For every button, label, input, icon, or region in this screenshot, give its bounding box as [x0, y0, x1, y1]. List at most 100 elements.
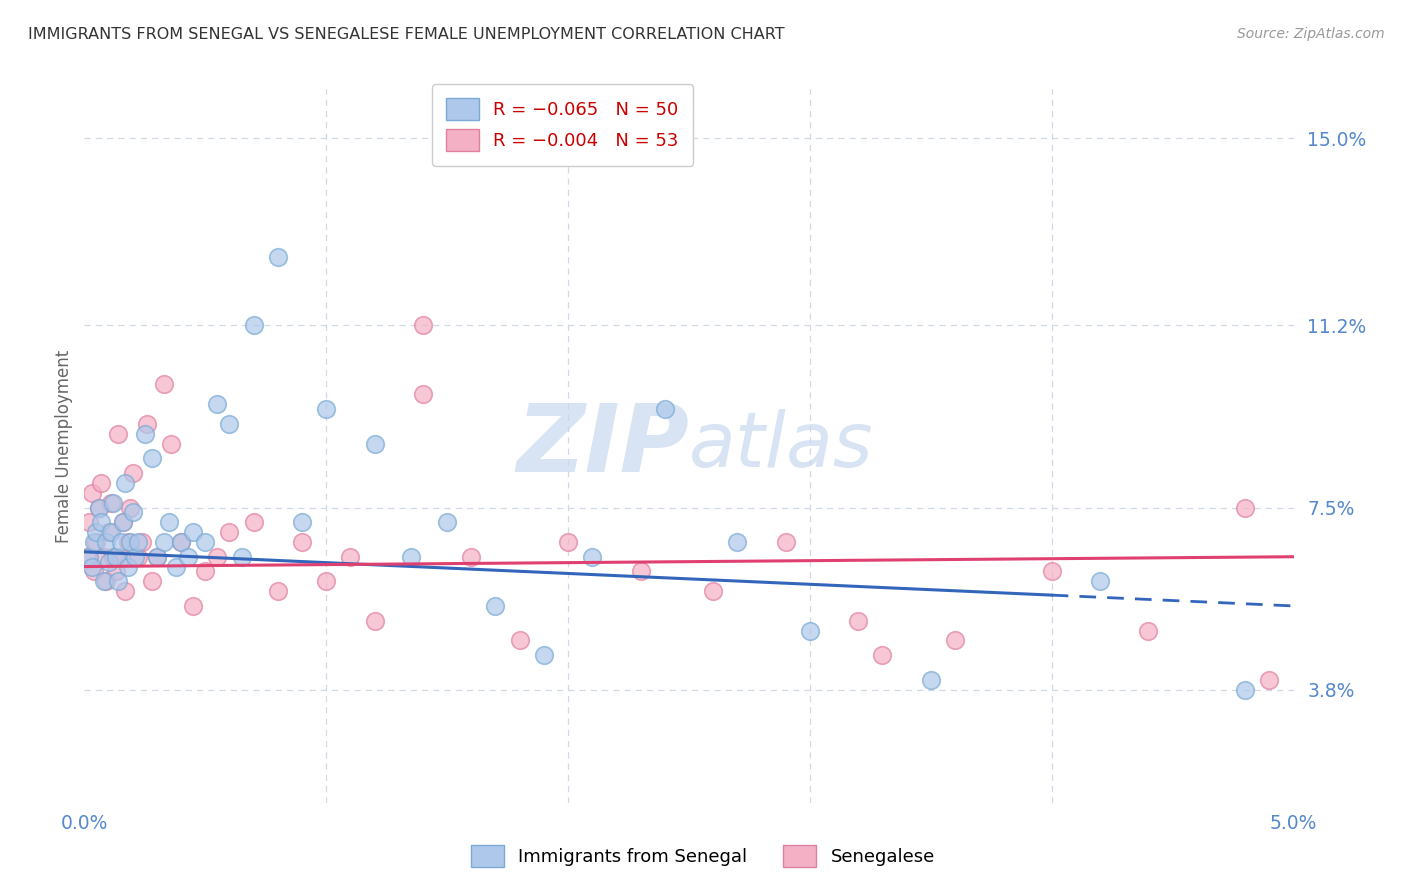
Point [775, 535, 797, 549]
Point [1258, 673, 1281, 687]
Point [77, 516, 100, 530]
Point [943, 633, 966, 648]
Point [242, 318, 264, 333]
Point [87, 500, 110, 515]
Point [170, 535, 193, 549]
Text: IMMIGRANTS FROM SENEGAL VS SENEGALESE FEMALE UNEMPLOYMENT CORRELATION CHART: IMMIGRANTS FROM SENEGAL VS SENEGALESE FE… [28, 27, 785, 42]
Text: Source: ZipAtlas.com: Source: ZipAtlas.com [1237, 27, 1385, 41]
Point [799, 624, 821, 638]
Point [146, 549, 169, 564]
Point [127, 549, 149, 564]
Point [94, 574, 117, 589]
Point [846, 614, 869, 628]
Point [153, 377, 176, 392]
Point [80, 559, 103, 574]
Point [1137, 624, 1160, 638]
Point [112, 516, 135, 530]
Point [1234, 682, 1257, 697]
Point [103, 549, 125, 564]
Point [80, 485, 103, 500]
Point [90, 516, 112, 530]
Point [339, 549, 361, 564]
Point [412, 387, 434, 401]
Point [702, 584, 724, 599]
Point [127, 535, 149, 549]
Point [76, 549, 98, 564]
Point [181, 525, 204, 540]
Point [86, 525, 108, 540]
Point [117, 535, 139, 549]
Point [363, 436, 385, 450]
Point [533, 648, 555, 662]
Point [315, 402, 337, 417]
Point [100, 525, 122, 540]
Point [141, 451, 163, 466]
Point [231, 549, 253, 564]
Y-axis label: Female Unemployment: Female Unemployment [55, 350, 73, 542]
Point [117, 559, 139, 574]
Point [920, 673, 942, 687]
Point [90, 475, 112, 490]
Point [484, 599, 506, 613]
Legend: R = −0.065   N = 50, R = −0.004   N = 53: R = −0.065 N = 50, R = −0.004 N = 53 [432, 84, 693, 166]
Point [194, 535, 217, 549]
Point [87, 500, 110, 515]
Point [557, 535, 579, 549]
Point [103, 495, 125, 509]
Point [94, 535, 117, 549]
Point [112, 516, 135, 530]
Point [436, 516, 458, 530]
Point [218, 417, 240, 431]
Point [267, 584, 290, 599]
Point [153, 535, 176, 549]
Point [1040, 565, 1063, 579]
Point [412, 318, 434, 333]
Point [136, 417, 159, 431]
Point [97, 525, 120, 540]
Point [1088, 574, 1111, 589]
Point [207, 397, 229, 411]
Point [100, 495, 122, 509]
Point [157, 516, 180, 530]
Point [363, 614, 385, 628]
Point [242, 516, 264, 530]
Point [107, 574, 129, 589]
Point [114, 584, 136, 599]
Point [121, 466, 143, 480]
Point [77, 549, 100, 564]
Text: ZIP: ZIP [516, 400, 689, 492]
Point [104, 549, 127, 564]
Point [1234, 500, 1257, 515]
Point [460, 549, 482, 564]
Point [107, 426, 129, 441]
Point [131, 535, 153, 549]
Point [581, 549, 603, 564]
Point [291, 535, 314, 549]
Point [509, 633, 531, 648]
Point [181, 599, 204, 613]
Point [120, 500, 142, 515]
Point [170, 535, 193, 549]
Point [97, 555, 120, 569]
Point [83, 535, 105, 549]
Point [194, 565, 217, 579]
Point [267, 250, 290, 264]
Point [207, 549, 229, 564]
Point [134, 426, 156, 441]
Point [93, 549, 115, 564]
Point [120, 535, 142, 549]
Point [630, 565, 652, 579]
Point [141, 574, 163, 589]
Point [399, 549, 422, 564]
Text: atlas: atlas [689, 409, 873, 483]
Point [146, 549, 169, 564]
Point [110, 535, 132, 549]
Point [291, 516, 314, 530]
Point [93, 574, 115, 589]
Point [177, 549, 200, 564]
Point [104, 565, 127, 579]
Point [872, 648, 894, 662]
Point [124, 549, 146, 564]
Point [83, 565, 105, 579]
Point [110, 549, 132, 564]
